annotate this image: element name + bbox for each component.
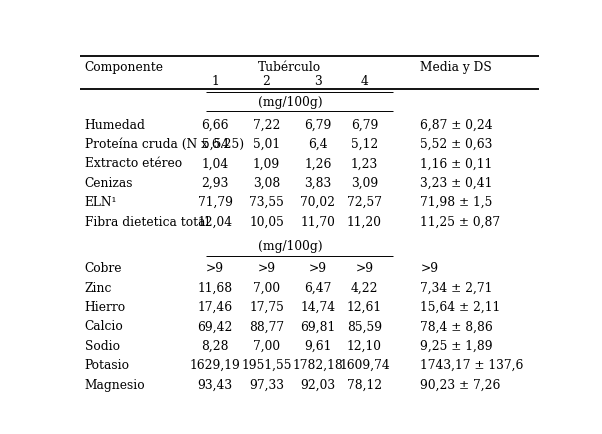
Text: 1743,17 ± 137,6: 1743,17 ± 137,6 (421, 358, 524, 372)
Text: Humedad: Humedad (84, 118, 146, 131)
Text: (mg/100g): (mg/100g) (258, 240, 322, 252)
Text: 4: 4 (361, 75, 368, 88)
Text: Potasio: Potasio (84, 358, 129, 372)
Text: >9: >9 (355, 262, 374, 274)
Text: 97,33: 97,33 (249, 378, 284, 391)
Text: 71,98 ± 1,5: 71,98 ± 1,5 (421, 196, 493, 209)
Text: ELN¹: ELN¹ (84, 196, 117, 209)
Text: 93,43: 93,43 (197, 378, 233, 391)
Text: 1629,19: 1629,19 (190, 358, 241, 372)
Text: 11,68: 11,68 (197, 281, 233, 294)
Text: 17,75: 17,75 (249, 300, 284, 313)
Text: 11,25 ± 0,87: 11,25 ± 0,87 (421, 215, 501, 228)
Text: 14,74: 14,74 (300, 300, 335, 313)
Text: Media y DS: Media y DS (421, 61, 492, 74)
Text: >9: >9 (421, 262, 439, 274)
Text: Componente: Componente (84, 61, 164, 74)
Text: 7,00: 7,00 (253, 339, 280, 352)
Text: 1,16 ± 0,11: 1,16 ± 0,11 (421, 157, 493, 170)
Text: >9: >9 (258, 262, 276, 274)
Text: 4,22: 4,22 (351, 281, 378, 294)
Text: 69,81: 69,81 (300, 319, 335, 332)
Text: 73,55: 73,55 (249, 196, 284, 209)
Text: 6,79: 6,79 (351, 118, 378, 131)
Text: 5,52 ± 0,63: 5,52 ± 0,63 (421, 138, 493, 151)
Text: 10,05: 10,05 (249, 215, 284, 228)
Text: 11,20: 11,20 (347, 215, 382, 228)
Text: 1782,18: 1782,18 (293, 358, 343, 372)
Text: Proteína cruda (N x 6.25): Proteína cruda (N x 6.25) (84, 138, 244, 151)
Text: 71,79: 71,79 (197, 196, 233, 209)
Text: Sodio: Sodio (84, 339, 120, 352)
Text: >9: >9 (206, 262, 225, 274)
Text: 78,4 ± 8,86: 78,4 ± 8,86 (421, 319, 493, 332)
Text: 6,87 ± 0,24: 6,87 ± 0,24 (421, 118, 493, 131)
Text: Hierro: Hierro (84, 300, 126, 313)
Text: 90,23 ± 7,26: 90,23 ± 7,26 (421, 378, 501, 391)
Text: 3,83: 3,83 (304, 176, 332, 189)
Text: Calcio: Calcio (84, 319, 123, 332)
Text: 1609,74: 1609,74 (339, 358, 390, 372)
Text: Zinc: Zinc (84, 281, 112, 294)
Text: 12,61: 12,61 (347, 300, 382, 313)
Text: 6,47: 6,47 (304, 281, 332, 294)
Text: 2,93: 2,93 (202, 176, 229, 189)
Text: 11,70: 11,70 (300, 215, 335, 228)
Text: Cobre: Cobre (84, 262, 122, 274)
Text: 72,57: 72,57 (347, 196, 382, 209)
Text: 7,00: 7,00 (253, 281, 280, 294)
Text: 1,09: 1,09 (253, 157, 280, 170)
Text: Extracto etéreo: Extracto etéreo (84, 157, 182, 170)
Text: (mg/100g): (mg/100g) (258, 95, 322, 108)
Text: Fibra dietetica total: Fibra dietetica total (84, 215, 209, 228)
Text: 78,12: 78,12 (347, 378, 382, 391)
Text: 6,4: 6,4 (308, 138, 327, 151)
Text: 3,09: 3,09 (351, 176, 378, 189)
Text: 3: 3 (314, 75, 321, 88)
Text: 1,23: 1,23 (351, 157, 378, 170)
Text: Cenizas: Cenizas (84, 176, 133, 189)
Text: Tubérculo: Tubérculo (258, 61, 321, 74)
Text: 8,28: 8,28 (202, 339, 229, 352)
Text: 1951,55: 1951,55 (241, 358, 292, 372)
Text: Magnesio: Magnesio (84, 378, 145, 391)
Text: 85,59: 85,59 (347, 319, 382, 332)
Text: 12,10: 12,10 (347, 339, 382, 352)
Text: 3,23 ± 0,41: 3,23 ± 0,41 (421, 176, 493, 189)
Text: 2: 2 (262, 75, 270, 88)
Text: 1: 1 (211, 75, 219, 88)
Text: 70,02: 70,02 (300, 196, 335, 209)
Text: 92,03: 92,03 (300, 378, 335, 391)
Text: 5,01: 5,01 (253, 138, 280, 151)
Text: 15,64 ± 2,11: 15,64 ± 2,11 (421, 300, 501, 313)
Text: 1,04: 1,04 (202, 157, 229, 170)
Text: 9,61: 9,61 (304, 339, 332, 352)
Text: 12,04: 12,04 (197, 215, 233, 228)
Text: 5,12: 5,12 (351, 138, 378, 151)
Text: 6,66: 6,66 (202, 118, 229, 131)
Text: 9,25 ± 1,89: 9,25 ± 1,89 (421, 339, 493, 352)
Text: 88,77: 88,77 (249, 319, 284, 332)
Text: 7,22: 7,22 (253, 118, 280, 131)
Text: 6,79: 6,79 (304, 118, 332, 131)
Text: 3,08: 3,08 (253, 176, 280, 189)
Text: 5,54: 5,54 (202, 138, 229, 151)
Text: 1,26: 1,26 (304, 157, 332, 170)
Text: 17,46: 17,46 (197, 300, 233, 313)
Text: 7,34 ± 2,71: 7,34 ± 2,71 (421, 281, 493, 294)
Text: 69,42: 69,42 (197, 319, 233, 332)
Text: >9: >9 (309, 262, 327, 274)
